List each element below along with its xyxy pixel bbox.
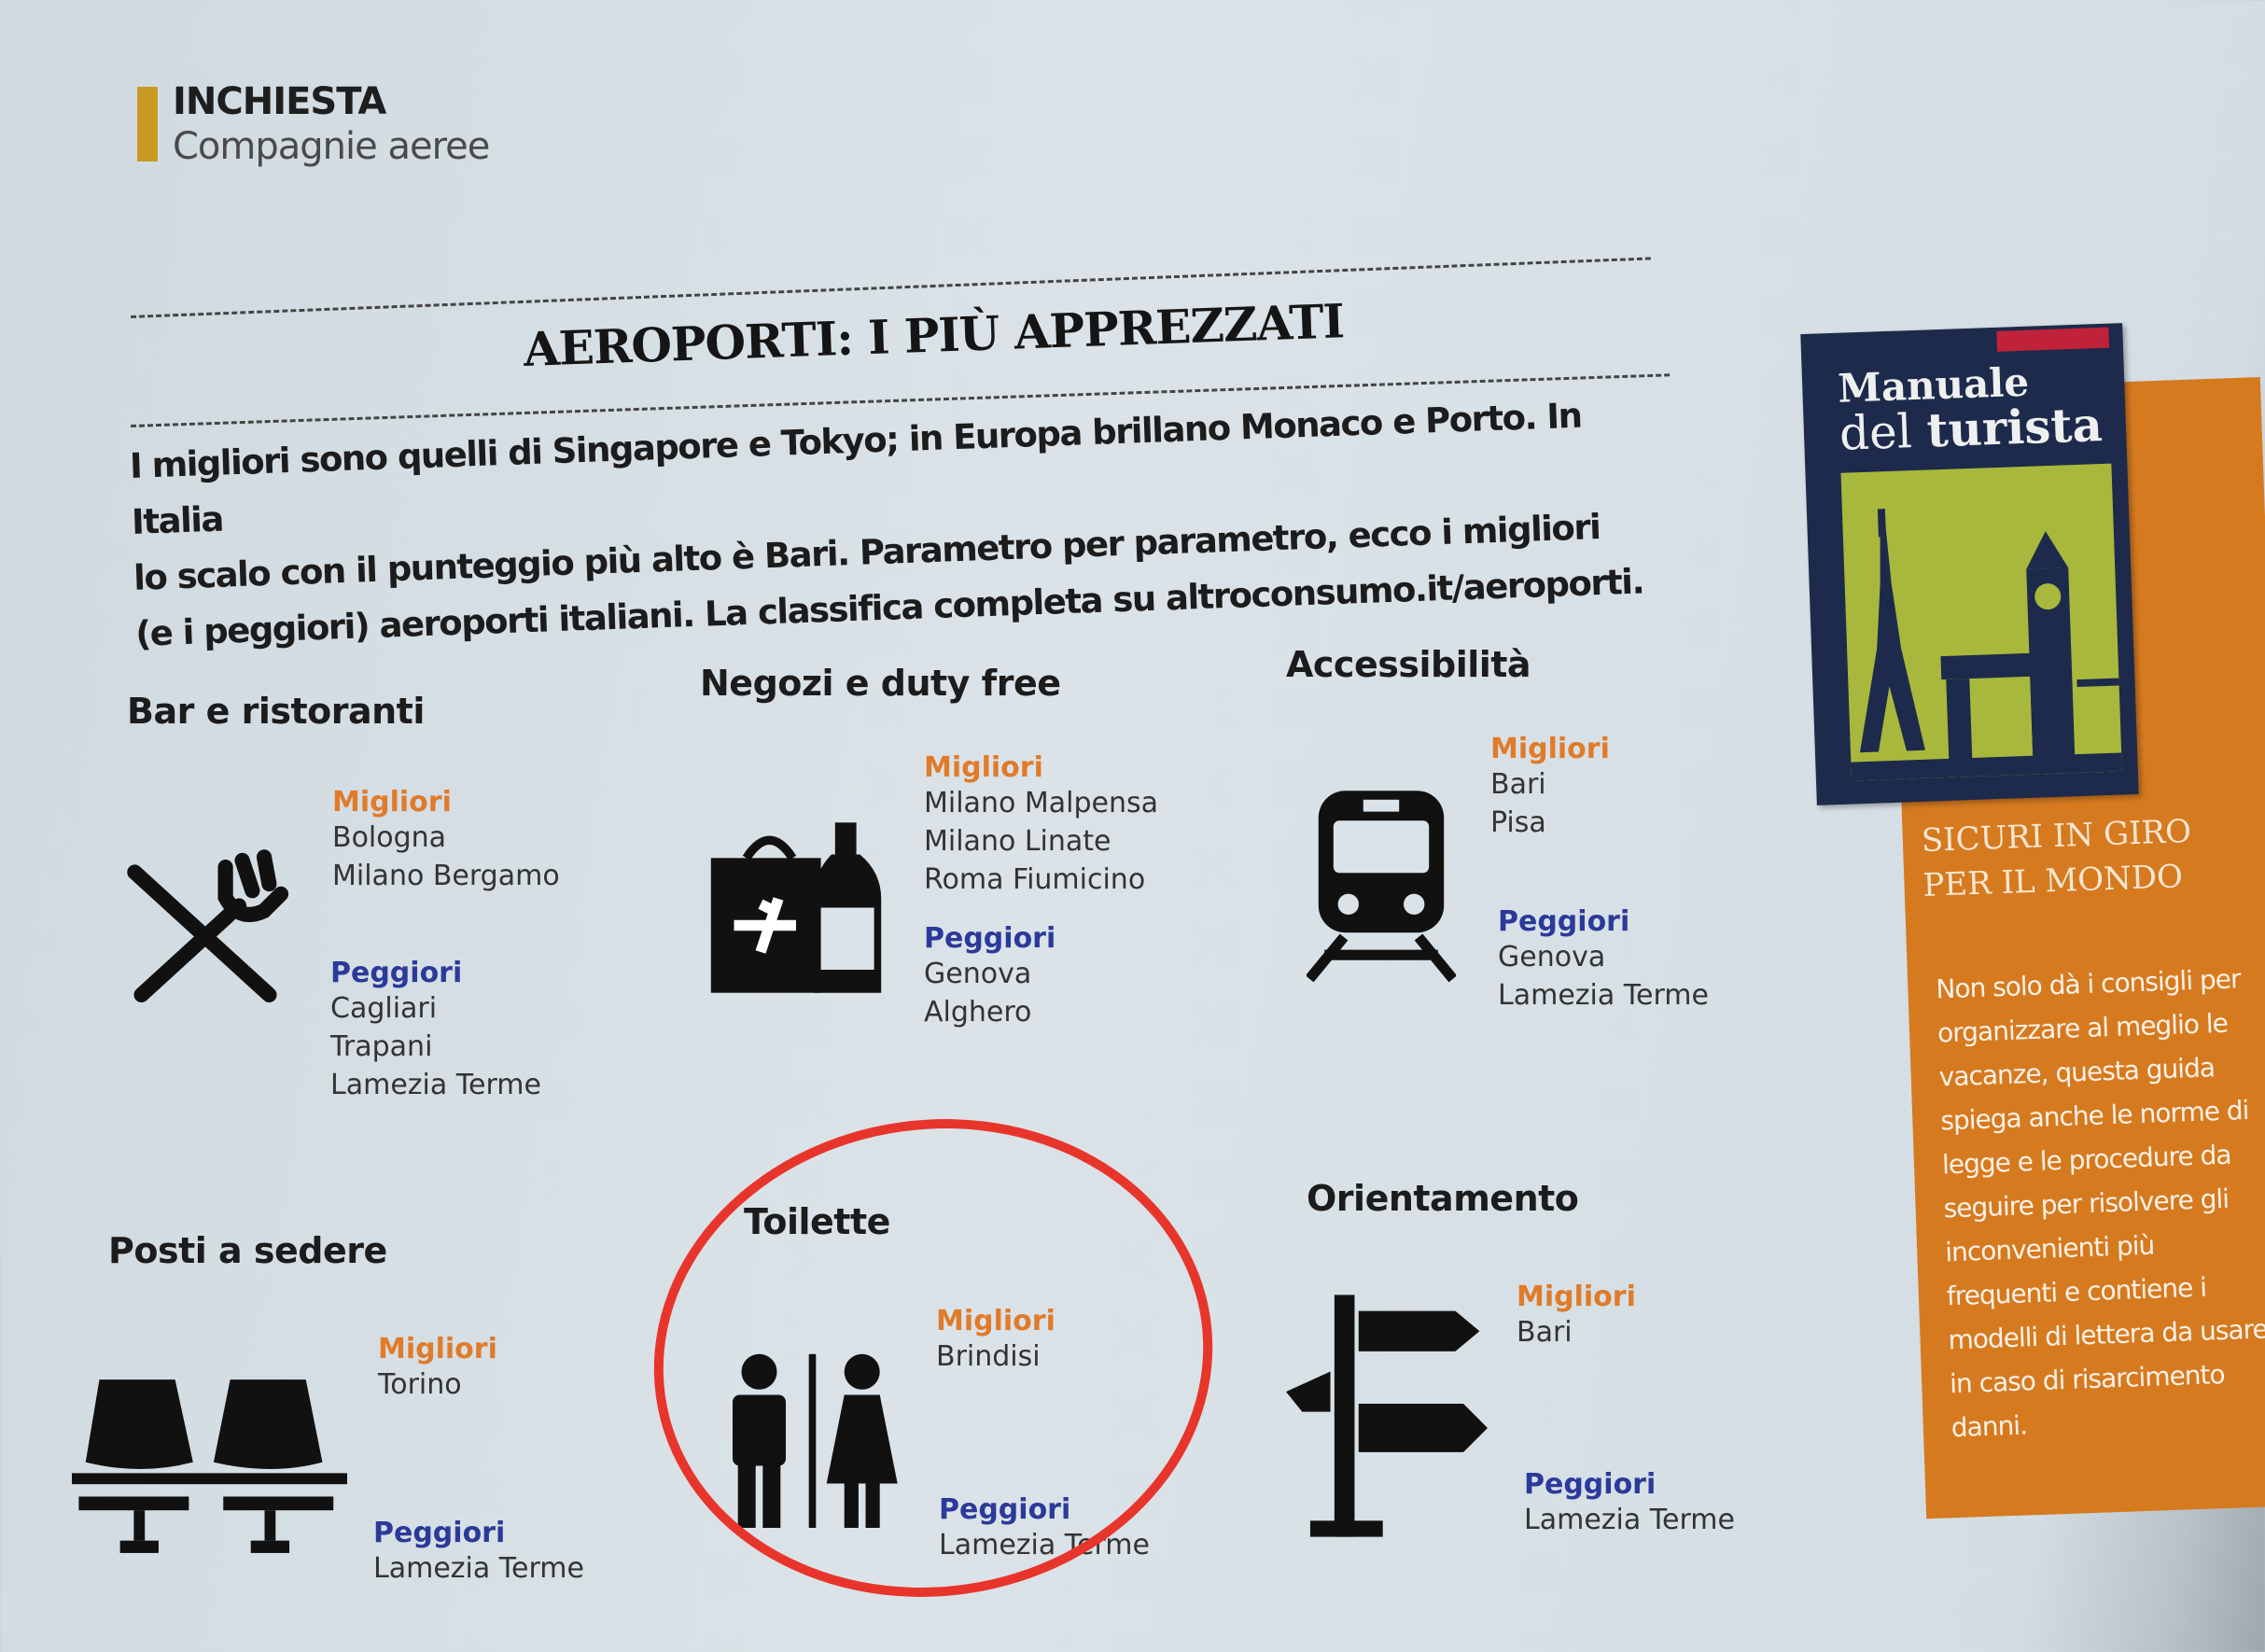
best-list: Migliori Milano Malpensa Milano Linate Roma… <box>924 751 1158 899</box>
seats-icon <box>72 1379 347 1553</box>
airport-worst: Lamezia Terme <box>1498 979 1709 1012</box>
worst-list: Peggiori Lamezia Terme <box>1524 1468 1735 1539</box>
best-list: Migliori Bari <box>1517 1281 1636 1351</box>
section-subkicker: Compagnie aeree <box>173 125 490 168</box>
book-badge <box>1996 327 2109 352</box>
section-marker-bar <box>137 87 158 161</box>
signpost-icon <box>1286 1293 1488 1539</box>
worst-label: Peggiori <box>939 1493 1071 1526</box>
sidebar-body: Non solo dà i consigli per organizzare a… <box>1935 963 2265 1444</box>
article-title: AEROPORTI: I PIÙ APPREZZATI <box>523 293 1345 377</box>
airport-best: Bari <box>1517 1316 1573 1349</box>
toilet-man-woman-icon <box>722 1351 902 1528</box>
airport-worst: Cagliari <box>330 992 438 1025</box>
red-hand-drawn-circle <box>622 1083 1244 1633</box>
best-label: Migliori <box>378 1333 497 1365</box>
section-title: Posti a sedere <box>108 1230 387 1271</box>
airport-worst: Lamezia Terme <box>330 1069 541 1101</box>
sidebar-heading: SICURI IN GIRO PER IL MONDO <box>1921 806 2259 908</box>
book-title-del: del <box>1839 404 1913 461</box>
airport-worst: Lamezia Terme <box>939 1529 1150 1561</box>
worst-list: Peggiori Cagliari Trapani Lamezia Terme <box>330 957 541 1104</box>
airport-best: Milano Malpensa <box>924 787 1158 819</box>
section-title: Negozi e duty free <box>700 663 1061 704</box>
airport-worst: Alghero <box>924 996 1032 1029</box>
airport-best: Milano Bergamo <box>332 860 560 892</box>
best-label: Migliori <box>924 751 1043 784</box>
airport-worst: Trapani <box>330 1030 433 1063</box>
airport-worst: Lamezia Terme <box>373 1552 584 1585</box>
book-cover: Manuale del turista <box>1800 323 2139 805</box>
section-title: Toilette <box>744 1201 890 1242</box>
best-label: Migliori <box>332 786 452 819</box>
landmarks-icon <box>1851 509 2122 781</box>
train-icon <box>1305 787 1458 983</box>
worst-label: Peggiori <box>330 957 463 989</box>
airport-best: Milano Linate <box>924 825 1112 858</box>
worst-list: Peggiori Lamezia Terme <box>373 1517 584 1588</box>
worst-label: Peggiori <box>924 922 1056 955</box>
best-label: Migliori <box>936 1305 1056 1337</box>
airport-worst: Genova <box>924 958 1032 990</box>
section-title: Orientamento <box>1307 1178 1579 1219</box>
airport-worst: Lamezia Terme <box>1524 1504 1735 1536</box>
section-kicker: INCHIESTA <box>173 80 386 123</box>
best-label: Migliori <box>1490 733 1610 765</box>
worst-label: Peggiori <box>1524 1468 1657 1501</box>
worst-list: Peggiori Genova Lamezia Terme <box>1498 905 1709 1015</box>
fork-knife-icon <box>121 845 289 1017</box>
airport-best: Brindisi <box>936 1340 1041 1373</box>
worst-label: Peggiori <box>1498 905 1630 938</box>
section-title: Bar e ristoranti <box>127 691 425 732</box>
best-list: Migliori Brindisi <box>936 1305 1056 1376</box>
section-title: Accessibilità <box>1286 644 1531 685</box>
book-title-turista: turista <box>1925 396 2104 458</box>
best-list: Migliori Bari Pisa <box>1490 733 1610 842</box>
best-list: Migliori Torino <box>378 1333 497 1404</box>
airport-best: Torino <box>378 1368 462 1401</box>
best-label: Migliori <box>1517 1281 1636 1313</box>
airport-best: Bologna <box>332 821 447 854</box>
airport-best: Bari <box>1490 768 1546 801</box>
airport-best: Pisa <box>1490 806 1546 839</box>
worst-label: Peggiori <box>373 1517 506 1549</box>
worst-list: Peggiori Genova Alghero <box>924 922 1056 1031</box>
article-intro: I migliori sono quelli di Singapore e To… <box>129 385 1685 663</box>
airport-worst: Genova <box>1498 941 1606 973</box>
book-cover-illustration <box>1840 463 2122 781</box>
airport-best: Roma Fiumicino <box>924 863 1146 896</box>
shopping-bag-bottle-icon <box>707 817 885 999</box>
best-list: Migliori Bologna Milano Bergamo <box>332 786 560 895</box>
book-title-line2: del turista <box>1839 397 2104 461</box>
worst-list: Peggiori Lamezia Terme <box>939 1493 1150 1564</box>
